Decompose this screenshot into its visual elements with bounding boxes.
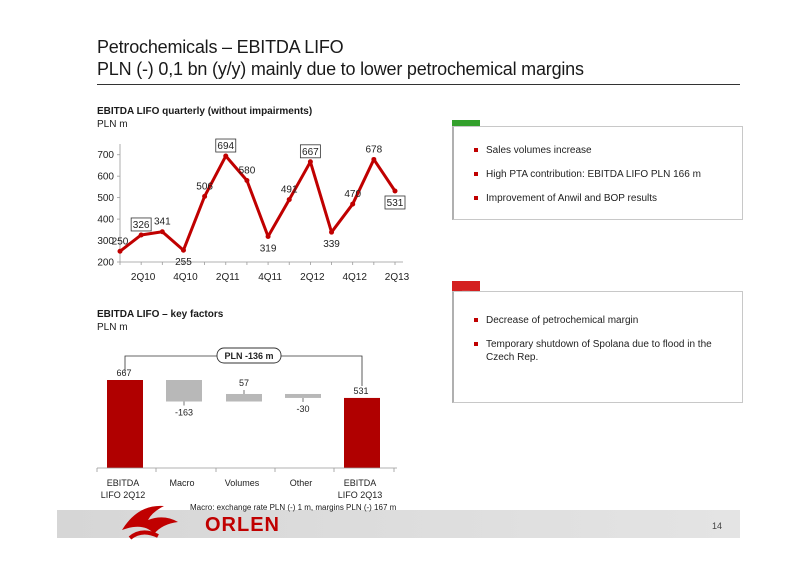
category-label: Volumes [225,478,260,488]
negative-factor-item: Temporary shutdown of Spolana due to flo… [474,338,724,364]
footer-note: Macro: exchange rate PLN (-) 1 m, margin… [190,503,397,512]
negative-factors-panel: Decrease of petrochemical margin Temporar… [452,291,743,403]
positive-factor-item: Sales volumes increase [474,144,742,157]
category-label: Other [290,478,313,488]
line-chart-unit: PLN m [97,119,128,130]
category-label: LIFO 2Q13 [338,490,383,500]
y-tick-label: 700 [97,150,114,161]
bar-value-label: -30 [296,404,309,414]
bar-value-label: 531 [353,386,368,396]
y-tick-label: 400 [97,215,114,226]
change-label-pill [216,347,282,364]
waterfall-chart: PLN -136 m 667 -163 57 -30 531 EBITDA LIFO 2Q… [96,347,397,500]
category-label: LIFO 2Q12 [101,490,146,500]
line-value-label: 667 [302,147,319,158]
negative-factor-item: Decrease of petrochemical margin [474,314,724,327]
line-point [307,159,313,165]
line-point [159,229,165,235]
y-tick-label: 500 [97,193,114,204]
positive-factor-item: Improvement of Anwil and BOP results [474,192,742,205]
line-point [329,229,335,235]
delta-bar [226,393,262,402]
line-value-label: 341 [154,217,171,228]
positive-factors-panel: Sales volumes increase High PTA contribut… [452,126,743,220]
slide-title-line1: Petrochemicals – EBITDA LIFO [97,37,344,57]
delta-bar [285,393,321,398]
y-tick-label: 300 [97,236,114,247]
x-tick-label: 2Q10 [131,272,156,283]
title-rule [97,84,740,85]
category-label: EBITDA [344,478,377,488]
waterfall-chart-title: EBITDA LIFO – key factors [97,309,224,320]
line-value-label: 694 [217,141,234,152]
line-point [180,247,186,253]
line-value-label: 678 [366,144,383,155]
line-point [223,153,229,159]
line-point [244,177,250,183]
line-point [117,248,123,254]
footer-band [57,510,740,538]
x-tick-label: 4Q10 [173,272,198,283]
line-value-label: 255 [175,257,192,268]
line-chart: 200 300 400 500 600 700 2Q10 4Q10 2Q11 4Q11 2Q12 4… [97,138,410,283]
bar-value-label: 667 [116,368,131,378]
slide-title: Petrochemicals – EBITDA LIFO PLN (-) 0,1… [97,36,584,80]
y-tick-label: 600 [97,172,114,183]
negative-factors-list: Decrease of petrochemical margin Temporar… [474,314,724,364]
line-series [119,154,397,253]
line-value-label: 531 [387,198,404,209]
x-tick-label: 2Q13 [385,272,410,283]
positive-factor-item: High PTA contribution: EBITDA LIFO PLN 1… [474,168,742,181]
orlen-eagle-icon [122,505,178,540]
line-value-label: 319 [260,243,277,254]
slide-title-line2: PLN (-) 0,1 bn (y/y) mainly due to lower… [97,59,584,79]
value-label-box [384,195,406,210]
value-label-box [299,144,321,159]
orlen-logo-text: ORLEN [205,514,280,536]
waterfall-chart-unit: PLN m [97,322,128,333]
change-label: PLN -136 m [224,351,273,361]
category-label: EBITDA [107,478,140,488]
line-value-label: 491 [281,185,298,196]
y-tick-label: 200 [97,258,114,269]
positive-factors-list: Sales volumes increase High PTA contribut… [474,144,742,205]
line-point [392,188,398,194]
line-value-label: 580 [239,165,256,176]
line-point [202,193,208,199]
bar-value-label: 57 [239,378,249,388]
line-value-label: 470 [344,189,361,200]
line-point [350,201,356,207]
x-tick-label: 2Q11 [216,272,240,283]
x-tick-label: 2Q12 [300,272,325,283]
delta-bar [166,380,202,402]
page-number: 14 [712,521,723,531]
total-bar [107,380,143,468]
category-label: Macro [169,478,194,488]
line-point [371,156,377,162]
total-bar [344,397,380,468]
line-value-label: 250 [112,236,129,247]
line-point [138,232,144,238]
x-tick-label: 4Q11 [258,272,282,283]
value-label-box [130,217,152,232]
line-value-label: 506 [196,181,213,192]
line-value-label: 326 [133,220,150,231]
line-chart-title: EBITDA LIFO quarterly (without impairmen… [97,106,313,117]
bar-value-label: -163 [175,408,193,418]
x-tick-label: 4Q12 [342,272,367,283]
value-label-box [215,138,237,153]
line-point [286,197,292,203]
line-value-label: 339 [323,239,340,250]
line-point [265,233,271,239]
